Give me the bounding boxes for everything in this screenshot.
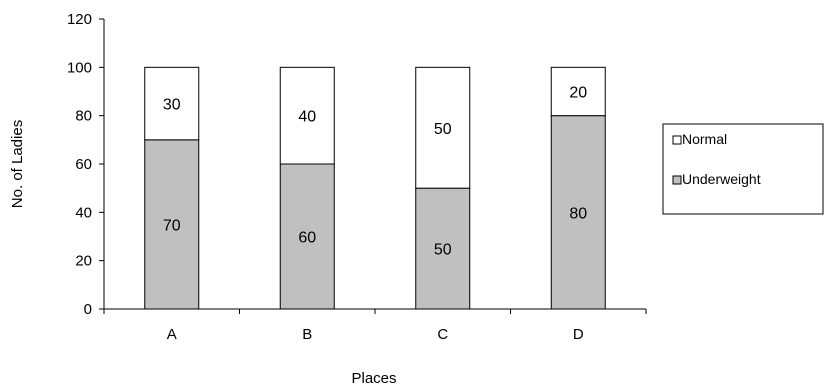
- data-label: 60: [298, 230, 316, 247]
- legend-swatch-underweight: [672, 175, 682, 185]
- legend-label-underweight: Underweight: [682, 171, 761, 187]
- y-tick-label: 60: [75, 156, 92, 173]
- data-label: 20: [569, 85, 587, 102]
- data-label: 70: [163, 217, 181, 234]
- x-tick-label: B: [302, 326, 312, 343]
- y-axis-label: No. of Ladies: [9, 120, 26, 208]
- y-tick-label: 100: [67, 59, 92, 76]
- bar-segment-underweight: [415, 187, 471, 310]
- data-label: 50: [434, 121, 452, 138]
- bar-segment-normal: [550, 66, 606, 117]
- data-label: 30: [163, 97, 181, 114]
- data-label: 50: [434, 242, 452, 259]
- legend-label-normal: Normal: [682, 131, 727, 147]
- y-axis-ticks: 0 20 40 60 80 100 120: [67, 11, 104, 318]
- bars: 70 30 60 40 50 50 80 20: [144, 66, 606, 310]
- bar-segment-normal: [415, 66, 471, 189]
- y-tick-label: 120: [67, 11, 92, 28]
- x-axis-label: Places: [351, 370, 396, 387]
- data-label: 80: [569, 205, 587, 222]
- bar-segment-normal: [144, 66, 200, 141]
- y-tick-label: 0: [84, 301, 92, 318]
- y-tick-label: 20: [75, 253, 92, 270]
- legend-box: [662, 123, 824, 215]
- y-tick-label: 80: [75, 108, 92, 125]
- x-tick-label: C: [437, 326, 448, 343]
- legend-swatch-normal: [672, 135, 682, 145]
- x-tick-label: A: [167, 326, 177, 343]
- legend: Normal Underweight: [662, 123, 824, 215]
- x-axis-ticks: A B C D: [103, 309, 647, 343]
- bar-segment-normal: [279, 66, 335, 165]
- bar-segment-underweight: [279, 163, 335, 310]
- data-label: 40: [298, 109, 316, 126]
- x-tick-label: D: [573, 326, 584, 343]
- bar-segment-underweight: [550, 115, 606, 310]
- y-tick-label: 40: [75, 204, 92, 221]
